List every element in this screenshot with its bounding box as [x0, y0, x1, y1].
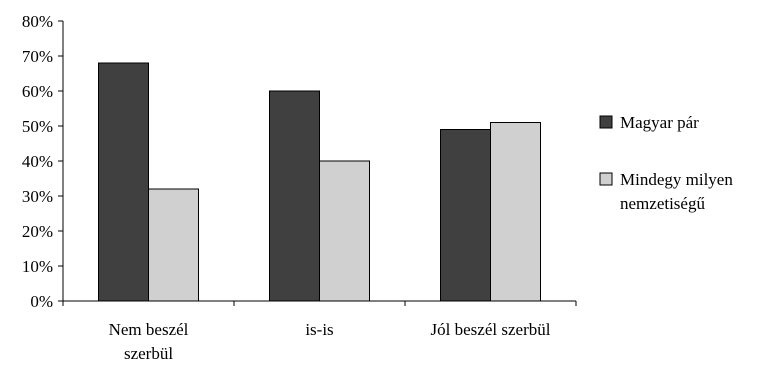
y-tick-label: 10% [22, 257, 53, 276]
bar-1-0 [269, 90, 320, 302]
chart-legend: Magyar pár Mindegy milyen nemzetiségű [599, 113, 733, 213]
y-tick-label: 70% [22, 47, 53, 66]
y-tick-label: 80% [22, 12, 53, 31]
legend-swatch-0 [599, 115, 613, 129]
chart-bars [98, 62, 541, 302]
x-category-label: Nem beszél szerbül [109, 320, 189, 363]
y-tick-label: 50% [22, 117, 53, 136]
legend-label-1: Mindegy milyen nemzetiségű [620, 170, 733, 213]
x-category-label: Jól beszél szerbül [431, 320, 551, 339]
y-tick-label: 40% [22, 152, 53, 171]
bar-2-1 [490, 122, 541, 302]
x-category-label: is-is [305, 320, 333, 339]
y-tick-label: 20% [22, 222, 53, 241]
bar-0-1 [148, 188, 199, 302]
legend-label-0: Magyar pár [620, 113, 699, 132]
legend-swatch-1 [599, 172, 613, 186]
chart-labels: 0% 10% 20% 30% 40% 50% 60% 70% 80% Nem beszél szer… [22, 12, 551, 363]
y-tick-label: 30% [22, 187, 53, 206]
y-tick-label: 60% [22, 82, 53, 101]
y-tick-label: 0% [30, 292, 53, 311]
bar-0-0 [98, 62, 149, 302]
bar-2-0 [440, 129, 491, 302]
bar-1-1 [319, 160, 370, 302]
